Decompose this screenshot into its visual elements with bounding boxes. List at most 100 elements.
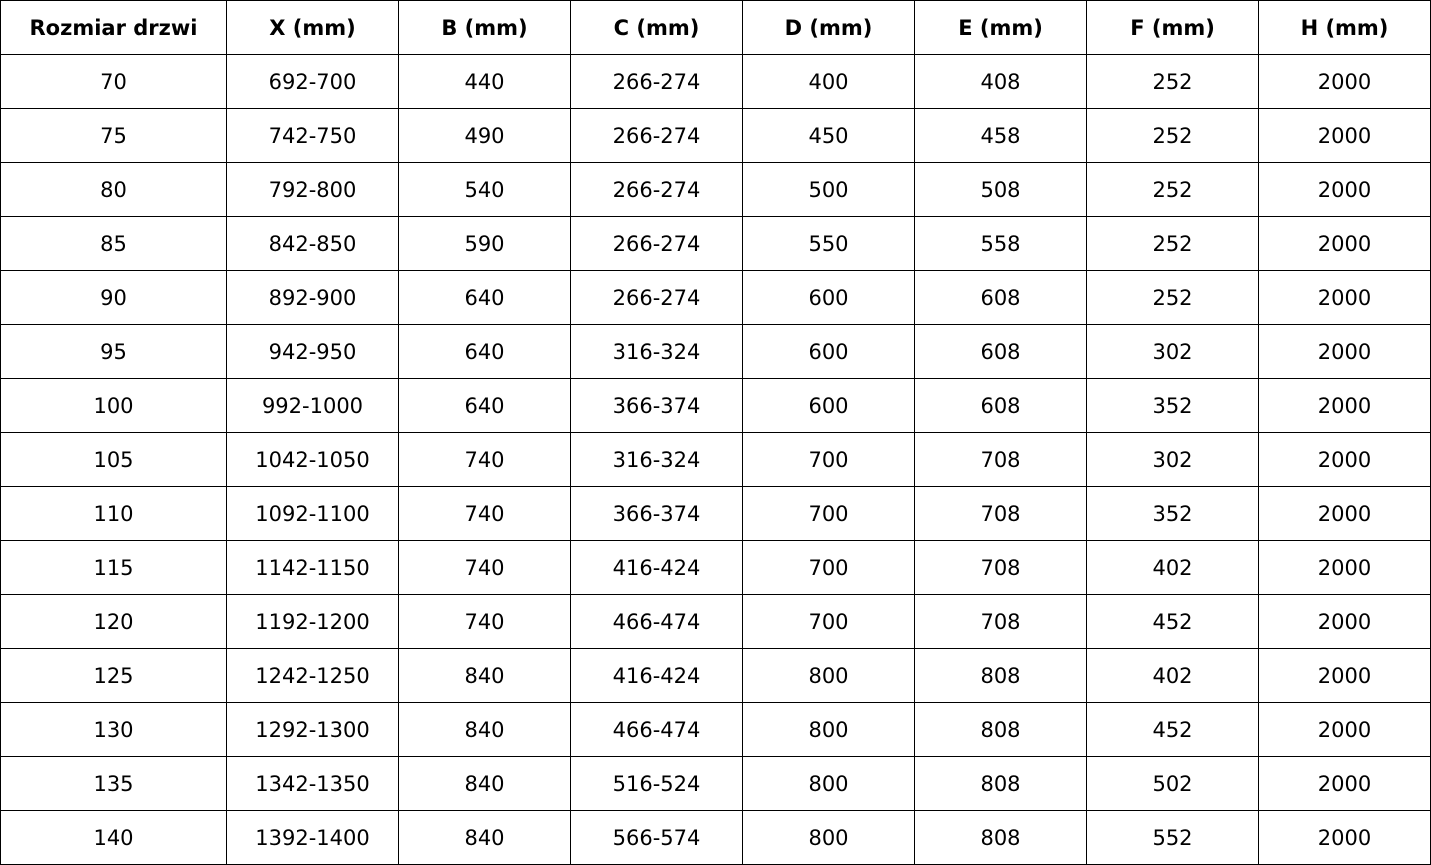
table-cell: 266-274 xyxy=(570,108,743,163)
table-cell: 700 xyxy=(742,540,915,595)
table-row: 90 892-900 640 266-274 600 608 252 2000 xyxy=(0,270,1431,325)
table-cell: 266-274 xyxy=(570,216,743,271)
table-cell: 2000 xyxy=(1258,432,1431,487)
table-cell: 840 xyxy=(398,648,571,703)
table-cell: 105 xyxy=(0,432,227,487)
table-cell: 70 xyxy=(0,54,227,109)
table-row: 135 1342-1350 840 516-524 800 808 502 2000 xyxy=(0,756,1431,811)
table-cell: 808 xyxy=(914,810,1087,865)
table-cell: 416-424 xyxy=(570,648,743,703)
column-header: Rozmiar drzwi xyxy=(0,0,227,55)
table-cell: 700 xyxy=(742,486,915,541)
table-cell: 2000 xyxy=(1258,216,1431,271)
table-cell: 252 xyxy=(1086,162,1259,217)
table-cell: 266-274 xyxy=(570,270,743,325)
table-cell: 792-800 xyxy=(226,162,399,217)
table-cell: 600 xyxy=(742,324,915,379)
table-cell: 842-850 xyxy=(226,216,399,271)
table-cell: 992-1000 xyxy=(226,378,399,433)
table-cell: 80 xyxy=(0,162,227,217)
table-cell: 252 xyxy=(1086,270,1259,325)
table-cell: 640 xyxy=(398,324,571,379)
table-cell: 1342-1350 xyxy=(226,756,399,811)
table-cell: 508 xyxy=(914,162,1087,217)
table-cell: 1042-1050 xyxy=(226,432,399,487)
table-cell: 740 xyxy=(398,486,571,541)
table-cell: 302 xyxy=(1086,324,1259,379)
table-cell: 458 xyxy=(914,108,1087,163)
table-row: 105 1042-1050 740 316-324 700 708 302 2000 xyxy=(0,432,1431,487)
table-cell: 600 xyxy=(742,378,915,433)
table-row: 95 942-950 640 316-324 600 608 302 2000 xyxy=(0,324,1431,379)
table-cell: 708 xyxy=(914,486,1087,541)
table-cell: 402 xyxy=(1086,540,1259,595)
table-cell: 1242-1250 xyxy=(226,648,399,703)
table-row: 110 1092-1100 740 366-374 700 708 352 2000 xyxy=(0,486,1431,541)
table-cell: 892-900 xyxy=(226,270,399,325)
table-cell: 800 xyxy=(742,702,915,757)
table-cell: 2000 xyxy=(1258,270,1431,325)
table-cell: 366-374 xyxy=(570,378,743,433)
table-cell: 400 xyxy=(742,54,915,109)
table-cell: 640 xyxy=(398,270,571,325)
table-cell: 740 xyxy=(398,540,571,595)
table-cell: 90 xyxy=(0,270,227,325)
table-cell: 708 xyxy=(914,432,1087,487)
table-cell: 416-424 xyxy=(570,540,743,595)
table-cell: 75 xyxy=(0,108,227,163)
table-cell: 140 xyxy=(0,810,227,865)
table-cell: 316-324 xyxy=(570,324,743,379)
column-header: D (mm) xyxy=(742,0,915,55)
table-cell: 452 xyxy=(1086,702,1259,757)
table-cell: 1142-1150 xyxy=(226,540,399,595)
table-cell: 640 xyxy=(398,378,571,433)
table-cell: 2000 xyxy=(1258,702,1431,757)
column-header: X (mm) xyxy=(226,0,399,55)
table-cell: 466-474 xyxy=(570,702,743,757)
table-row: 125 1242-1250 840 416-424 800 808 402 2000 xyxy=(0,648,1431,703)
table-cell: 808 xyxy=(914,702,1087,757)
table-cell: 2000 xyxy=(1258,594,1431,649)
table-cell: 840 xyxy=(398,810,571,865)
table-cell: 540 xyxy=(398,162,571,217)
table-cell: 452 xyxy=(1086,594,1259,649)
table-cell: 302 xyxy=(1086,432,1259,487)
table-cell: 2000 xyxy=(1258,540,1431,595)
table-cell: 266-274 xyxy=(570,54,743,109)
table-cell: 266-274 xyxy=(570,162,743,217)
table-cell: 608 xyxy=(914,270,1087,325)
table-body: 70 692-700 440 266-274 400 408 252 2000 75 742-75… xyxy=(0,54,1431,865)
table-cell: 252 xyxy=(1086,54,1259,109)
table-cell: 708 xyxy=(914,540,1087,595)
table-cell: 2000 xyxy=(1258,108,1431,163)
table-cell: 692-700 xyxy=(226,54,399,109)
table-row: 120 1192-1200 740 466-474 700 708 452 2000 xyxy=(0,594,1431,649)
table-cell: 740 xyxy=(398,432,571,487)
table-row: 130 1292-1300 840 466-474 800 808 452 2000 xyxy=(0,702,1431,757)
table-cell: 608 xyxy=(914,324,1087,379)
table-cell: 135 xyxy=(0,756,227,811)
table-cell: 740 xyxy=(398,594,571,649)
table-cell: 516-524 xyxy=(570,756,743,811)
table-cell: 502 xyxy=(1086,756,1259,811)
table-row: 80 792-800 540 266-274 500 508 252 2000 xyxy=(0,162,1431,217)
table-cell: 85 xyxy=(0,216,227,271)
table-cell: 408 xyxy=(914,54,1087,109)
table-cell: 252 xyxy=(1086,108,1259,163)
table-cell: 942-950 xyxy=(226,324,399,379)
table-cell: 316-324 xyxy=(570,432,743,487)
table-cell: 566-574 xyxy=(570,810,743,865)
table-cell: 2000 xyxy=(1258,324,1431,379)
column-header: C (mm) xyxy=(570,0,743,55)
table-cell: 840 xyxy=(398,702,571,757)
header-row: Rozmiar drzwi X (mm) B (mm) C (mm) D (mm) E (… xyxy=(0,0,1431,55)
table-cell: 490 xyxy=(398,108,571,163)
table-cell: 808 xyxy=(914,756,1087,811)
table-row: 140 1392-1400 840 566-574 800 808 552 2000 xyxy=(0,810,1431,865)
table-cell: 1092-1100 xyxy=(226,486,399,541)
table-cell: 2000 xyxy=(1258,810,1431,865)
table-cell: 590 xyxy=(398,216,571,271)
table-cell: 450 xyxy=(742,108,915,163)
table-cell: 1292-1300 xyxy=(226,702,399,757)
